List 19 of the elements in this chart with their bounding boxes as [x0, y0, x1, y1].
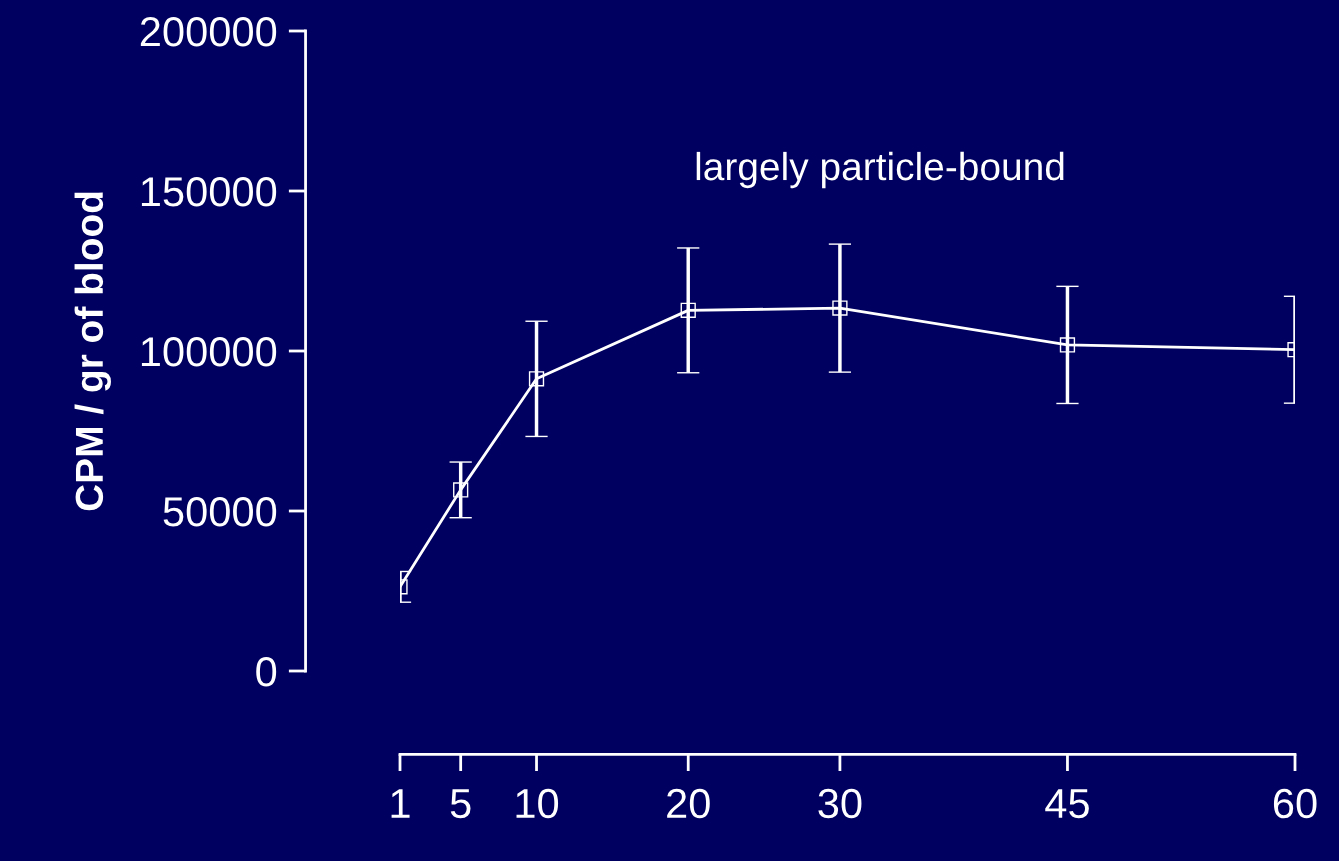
x-tick-label: 60: [1273, 788, 1317, 819]
point: [528, 371, 545, 387]
point: [680, 302, 696, 318]
x-tick-label: 45: [1045, 789, 1089, 819]
x-tick-label: 20: [667, 788, 710, 819]
point: [832, 300, 848, 316]
annotation: largely particle-bound: [696, 151, 1064, 189]
y-tick-label: 0: [256, 657, 277, 687]
y-tick-label: 150000: [141, 177, 277, 207]
x-tick-label: 10: [516, 788, 559, 819]
point: [1059, 337, 1076, 353]
point: [453, 482, 469, 498]
y-tick-label: 100000: [141, 337, 277, 367]
x-tick-label: 30: [818, 788, 862, 819]
y-axis-title: CPM / gr of blood: [74, 192, 111, 511]
x-tick-label: 1: [391, 789, 410, 818]
y-tick-label: 200000: [140, 17, 277, 47]
x-tick-label: 5: [450, 789, 471, 819]
y-tick-label: 50000: [163, 497, 277, 527]
